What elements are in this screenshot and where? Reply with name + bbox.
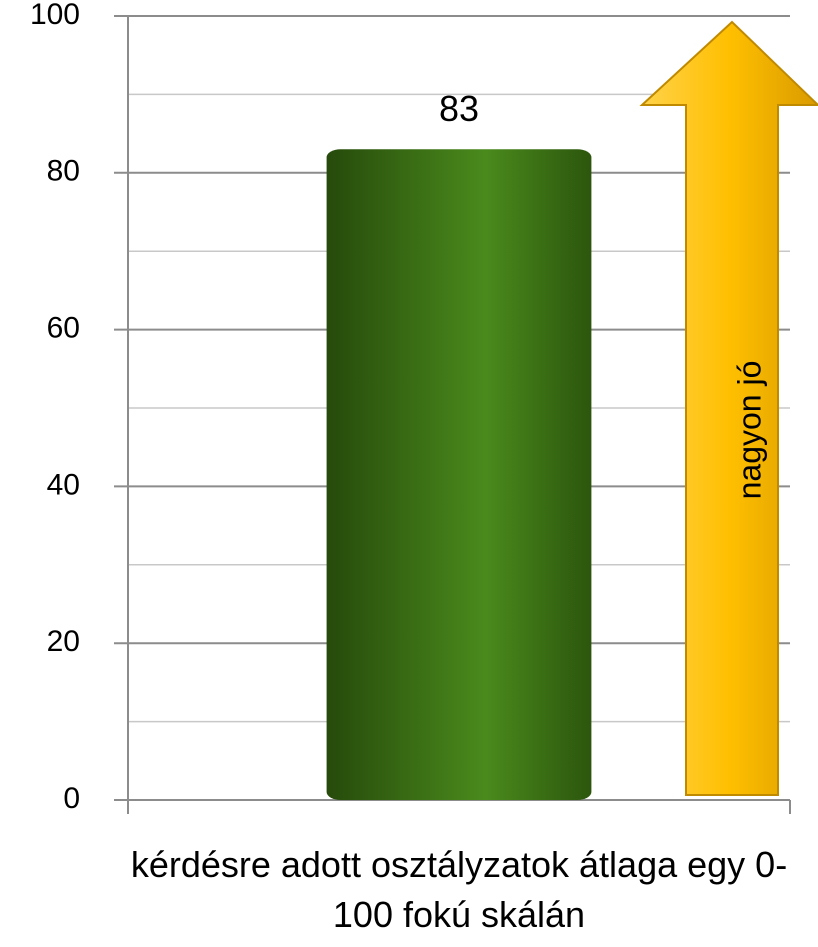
value-label: 83 [439,88,479,129]
bar [326,149,592,800]
y-tick-label: 80 [47,155,80,188]
annotation: nagyon jó [731,361,767,500]
y-tick-label: 0 [63,782,80,815]
arrow [639,20,818,796]
y-tick-label: 60 [47,312,80,345]
x-tick-label: kérdésre adott osztályzatok átlaga egy 0… [130,844,788,935]
y-tick-label: 20 [47,625,80,658]
y-tick-label: 100 [30,0,80,31]
y-tick-label: 40 [47,468,80,501]
marks: 83 [326,88,592,800]
